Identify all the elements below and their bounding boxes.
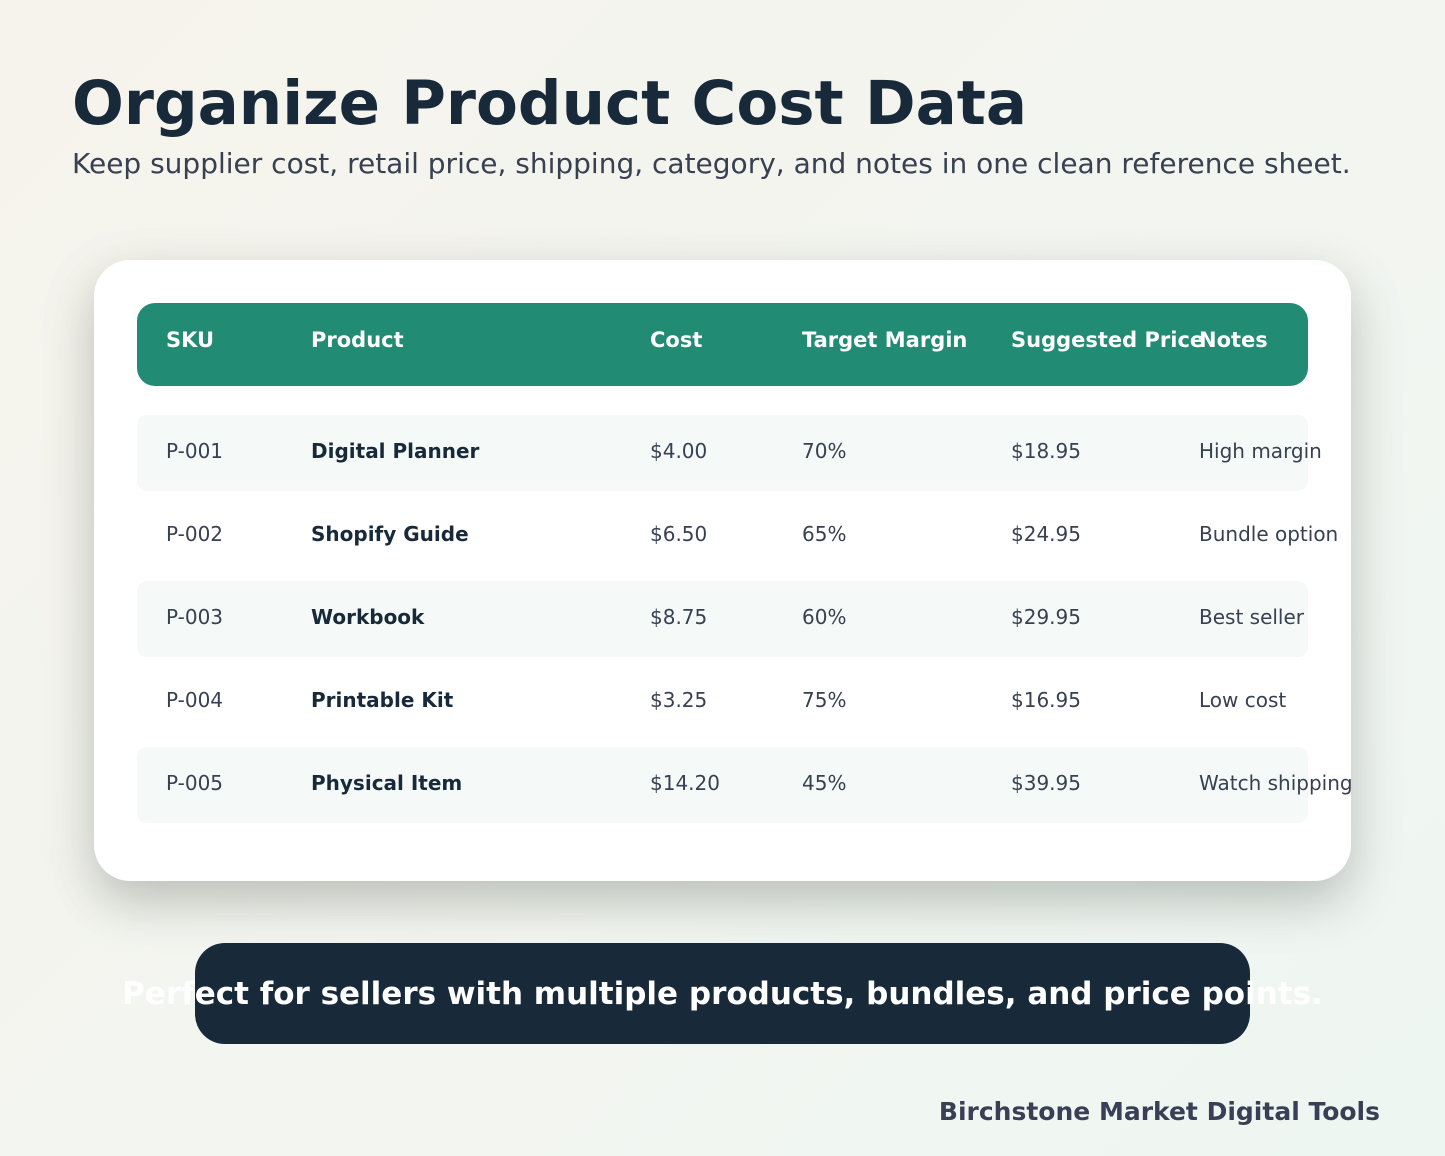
- table-cell: 45%: [802, 771, 847, 795]
- table-cell: P-002: [166, 522, 224, 546]
- table-cell: Physical Item: [311, 771, 463, 795]
- table-cell: $4.00: [650, 439, 708, 463]
- table-cell: $14.20: [650, 771, 720, 795]
- table-cell: Digital Planner: [311, 439, 480, 463]
- table-cell: $18.95: [1011, 439, 1081, 463]
- table-cell: P-001: [166, 439, 224, 463]
- table-cell: Watch shipping: [1199, 771, 1353, 795]
- table-cell: 70%: [802, 439, 847, 463]
- table-cell: $39.95: [1011, 771, 1081, 795]
- column-header: Target Margin: [802, 328, 968, 352]
- table-cell: High margin: [1199, 439, 1322, 463]
- row-background: [137, 747, 1308, 823]
- table-cell: Workbook: [311, 605, 425, 629]
- column-header: Cost: [650, 328, 703, 352]
- table-cell: P-004: [166, 688, 224, 712]
- table-cell: Low cost: [1199, 688, 1287, 712]
- banner-text: Perfect for sellers with multiple produc…: [122, 976, 1323, 1012]
- table-cell: 65%: [802, 522, 847, 546]
- column-header: SKU: [166, 328, 215, 352]
- table-cell: P-003: [166, 605, 224, 629]
- table-cell: Best seller: [1199, 605, 1305, 629]
- subtitle: Keep supplier cost, retail price, shippi…: [72, 147, 1351, 180]
- table-cell: $24.95: [1011, 522, 1081, 546]
- table-cell: Shopify Guide: [311, 522, 469, 546]
- table-cell: $6.50: [650, 522, 708, 546]
- table-cell: $8.75: [650, 605, 708, 629]
- table-cell: $29.95: [1011, 605, 1081, 629]
- table-header: [137, 303, 1308, 386]
- column-header: Notes: [1199, 328, 1268, 352]
- title: Organize Product Cost Data: [72, 68, 1028, 139]
- banner: [195, 943, 1250, 1044]
- table-cell: $16.95: [1011, 688, 1081, 712]
- table-cell: P-005: [166, 771, 224, 795]
- table-cell: Printable Kit: [311, 688, 454, 712]
- column-header: Suggested Price: [1011, 328, 1205, 352]
- table-cell: $3.25: [650, 688, 708, 712]
- row-background: [137, 415, 1308, 491]
- table-cell: 60%: [802, 605, 847, 629]
- table-cell: Bundle option: [1199, 522, 1339, 546]
- table-cell: 75%: [802, 688, 847, 712]
- column-header: Product: [311, 328, 404, 352]
- row-background: [137, 581, 1308, 657]
- footer: Birchstone Market Digital Tools: [938, 1097, 1380, 1126]
